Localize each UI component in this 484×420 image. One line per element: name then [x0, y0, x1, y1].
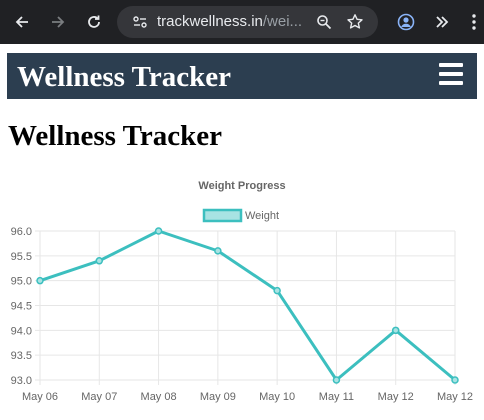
- data-point: [95, 257, 104, 265]
- x-tick-label: May 07: [81, 391, 117, 403]
- y-tick-label: 95.0: [11, 276, 32, 288]
- data-point: [391, 326, 400, 335]
- x-tick-label: May 06: [22, 391, 58, 403]
- legend-label: Weight: [245, 210, 279, 222]
- address-bar[interactable]: trackwellness.in/wei...: [117, 6, 378, 38]
- y-tick-label: 93.0: [11, 375, 32, 387]
- x-tick-label: May 11: [319, 391, 354, 403]
- site-settings-icon[interactable]: [131, 13, 149, 31]
- double-chevron-icon: [436, 16, 449, 28]
- kebab-menu-icon: [472, 14, 476, 30]
- reload-button[interactable]: [80, 8, 108, 36]
- forward-button[interactable]: [44, 8, 72, 36]
- x-tick-label: May 12: [437, 391, 473, 403]
- y-tick-label: 94.5: [11, 301, 32, 313]
- reload-icon: [88, 15, 100, 28]
- y-tick-label: 96.0: [11, 226, 32, 238]
- x-tick-label: May 12: [378, 391, 414, 403]
- series-line-weight: [39, 229, 456, 382]
- url-path: /wei...: [262, 13, 303, 30]
- y-tick-label: 93.5: [11, 350, 32, 362]
- profile-icon: [397, 13, 415, 31]
- chart-canvas: Weight Progress Weight 96.0 95.5 95.0 94.5 94.…: [11, 180, 473, 403]
- y-tick-label: 95.5: [11, 251, 32, 263]
- y-tick-label: 94.0: [11, 325, 32, 337]
- forward-arrow-icon: [52, 16, 65, 28]
- chart-title: Weight Progress: [198, 180, 285, 192]
- data-point: [214, 247, 222, 255]
- bookmark-star-icon[interactable]: [346, 13, 364, 31]
- extensions-overflow-button[interactable]: [428, 8, 456, 36]
- url-text[interactable]: trackwellness.in/wei...: [157, 6, 302, 38]
- data-point: [36, 276, 44, 285]
- back-button[interactable]: [8, 8, 36, 36]
- data-point: [332, 376, 341, 384]
- brand-logo-text[interactable]: Wellness Tracker: [17, 61, 231, 93]
- site-navbar: Wellness Tracker: [7, 53, 477, 99]
- x-tick-label: May 10: [259, 391, 295, 403]
- url-host: trackwellness.in: [157, 13, 263, 30]
- x-tick-label: May 08: [141, 391, 177, 403]
- hamburger-icon: [439, 63, 463, 67]
- x-tick-label: May 09: [200, 391, 236, 403]
- legend-swatch: [202, 208, 243, 223]
- page-title: Wellness Tracker: [8, 120, 222, 152]
- hamburger-menu-button[interactable]: [439, 63, 463, 85]
- data-point: [451, 376, 459, 384]
- zoom-icon[interactable]: [315, 13, 333, 31]
- data-point: [154, 227, 163, 235]
- browser-menu-button[interactable]: [464, 8, 484, 36]
- browser-toolbar: trackwellness.in/wei...: [0, 0, 484, 44]
- profile-button[interactable]: [392, 8, 420, 36]
- weight-progress-chart: Weight Progress Weight 96.0 95.5 95.0 94.5 94.…: [0, 170, 484, 420]
- data-point: [273, 286, 281, 295]
- back-arrow-icon: [15, 16, 28, 28]
